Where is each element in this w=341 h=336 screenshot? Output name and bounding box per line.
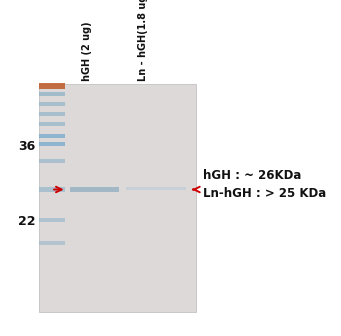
Bar — [126, 187, 186, 190]
Bar — [39, 142, 65, 146]
Bar — [39, 92, 65, 96]
Bar — [39, 122, 65, 126]
Bar — [70, 187, 119, 192]
Bar — [39, 102, 65, 106]
Bar — [39, 159, 65, 163]
Text: 22: 22 — [18, 215, 36, 228]
Text: hGH (2 ug): hGH (2 ug) — [82, 21, 92, 81]
Bar — [39, 241, 65, 245]
Bar — [39, 218, 65, 222]
Bar — [39, 83, 65, 89]
Bar — [39, 187, 65, 192]
Text: 36: 36 — [18, 140, 36, 153]
Text: hGH : ~ 26KDa
Ln-hGH : > 25 KDa: hGH : ~ 26KDa Ln-hGH : > 25 KDa — [203, 169, 326, 200]
Bar — [39, 84, 196, 312]
Text: Ln - hGH(1.8 ug): Ln - hGH(1.8 ug) — [138, 0, 148, 81]
Bar — [39, 134, 65, 138]
Bar — [39, 112, 65, 116]
